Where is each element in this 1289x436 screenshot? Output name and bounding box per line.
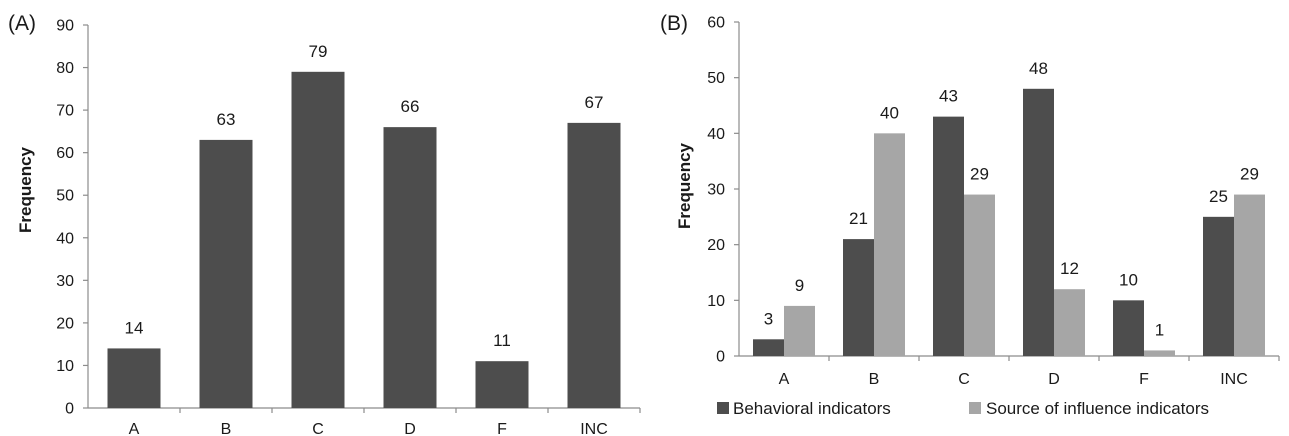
chart-b-categories: A B C D F INC (779, 356, 1280, 388)
chart-b-data-label: 43 (939, 87, 958, 106)
chart-b-y-tick-label: 60 (707, 15, 725, 32)
chart-b-y-tick-label: 0 (716, 349, 725, 366)
chart-b-data-label: 25 (1209, 187, 1228, 206)
chart-a-data-label: 14 (125, 318, 144, 337)
chart-a-category-label: INC (580, 421, 608, 436)
chart-a-y-tick-label: 20 (56, 315, 74, 332)
chart-a-bar (475, 361, 529, 408)
chart-b-bar-behavioral (753, 339, 784, 356)
chart-b-y-tick-label: 30 (707, 182, 725, 199)
chart-b-data-label: 48 (1029, 59, 1048, 78)
chart-b-bar-source (1234, 194, 1265, 356)
chart-a-category-label: C (312, 421, 324, 436)
chart-a-y-tick-label: 30 (56, 273, 74, 290)
chart-a-y-axis-label: Frequency (16, 146, 35, 233)
chart-b-bar-behavioral (933, 116, 964, 356)
chart-b-category-label: C (958, 371, 970, 388)
chart-a-data-label: 66 (401, 97, 420, 116)
chart-b-data-label: 1 (1155, 320, 1164, 339)
chart-b-data-label: 29 (970, 165, 989, 184)
chart-a-y-tick-label: 60 (56, 145, 74, 162)
chart-b-y-tick-label: 20 (707, 237, 725, 254)
legend-label-source: Source of influence indicators (986, 399, 1209, 418)
chart-a-y-tick-label: 0 (65, 401, 74, 418)
chart-a-bar (291, 71, 345, 409)
chart-b-bar-source (1144, 350, 1175, 356)
chart-a-data-label: 67 (585, 93, 604, 112)
chart-a-category-label: B (221, 421, 232, 436)
chart-a-bar (383, 127, 437, 408)
chart-b-y-tick-label: 50 (707, 70, 725, 87)
chart-a-data-label: 11 (493, 331, 511, 350)
chart-b-y-axis-label: Frequency (675, 142, 694, 229)
chart-a: (A) Frequency 0 10 20 30 40 50 60 70 80 90 14 63 79… (8, 12, 641, 436)
chart-b-bar-source (1054, 289, 1085, 356)
chart-b-category-label: INC (1220, 371, 1248, 388)
chart-b-bar-source (874, 133, 905, 356)
legend-swatch-source (969, 402, 981, 414)
chart-a-data-label: 63 (217, 110, 236, 129)
chart-b-bars: 3 9 21 40 43 29 48 12 10 1 25 29 (753, 59, 1265, 357)
chart-a-category-label: A (129, 421, 140, 436)
chart-b-bar-source (784, 305, 815, 356)
chart-b-data-label: 3 (764, 309, 773, 328)
chart-b-data-label: 21 (849, 209, 868, 228)
chart-b-y-ticks: 0 10 20 30 40 50 60 (707, 15, 739, 366)
chart-a-bars: 14 63 79 66 11 67 (107, 42, 621, 409)
chart-a-panel-label: (A) (8, 12, 36, 35)
chart-b-bar-behavioral (1113, 300, 1144, 356)
chart-b: (B) Frequency 0 10 20 30 40 50 60 3 9 21 40 43 29 48… (660, 12, 1280, 418)
chart-b-bar-behavioral (1023, 88, 1054, 357)
chart-b-bar-source (964, 194, 995, 356)
chart-b-data-label: 10 (1119, 270, 1138, 289)
chart-a-bar (107, 348, 161, 408)
chart-a-y-ticks: 0 10 20 30 40 50 60 70 80 90 (56, 18, 88, 418)
chart-a-y-tick-label: 90 (56, 18, 74, 35)
chart-b-y-tick-label: 40 (707, 126, 725, 143)
chart-b-data-label: 12 (1060, 259, 1079, 278)
chart-b-category-label: D (1048, 371, 1060, 388)
legend-label-behavioral: Behavioral indicators (733, 399, 891, 418)
chart-a-category-label: F (497, 421, 507, 436)
chart-a-bar (567, 122, 621, 408)
chart-b-data-label: 9 (795, 276, 804, 295)
chart-a-bar (199, 139, 253, 408)
legend-swatch-behavioral (717, 402, 729, 414)
chart-a-y-tick-label: 50 (56, 188, 74, 205)
chart-a-y-tick-label: 80 (56, 60, 74, 77)
chart-b-legend: Behavioral indicators Source of influenc… (717, 399, 1209, 418)
chart-b-category-label: F (1139, 371, 1149, 388)
chart-a-y-tick-label: 70 (56, 103, 74, 120)
chart-b-data-label: 29 (1240, 165, 1259, 184)
chart-b-bar-behavioral (1203, 216, 1234, 356)
chart-a-categories: A B C D F INC (129, 408, 641, 436)
chart-b-panel-label: (B) (660, 12, 688, 35)
chart-b-category-label: B (869, 371, 880, 388)
chart-a-category-label: D (404, 421, 416, 436)
chart-b-category-label: A (779, 371, 790, 388)
chart-a-y-tick-label: 40 (56, 230, 74, 247)
chart-b-y-tick-label: 10 (707, 293, 725, 310)
chart-a-data-label: 79 (309, 42, 328, 61)
chart-b-bar-behavioral (843, 239, 874, 356)
chart-a-y-tick-label: 10 (56, 358, 74, 375)
chart-b-data-label: 40 (880, 103, 899, 122)
